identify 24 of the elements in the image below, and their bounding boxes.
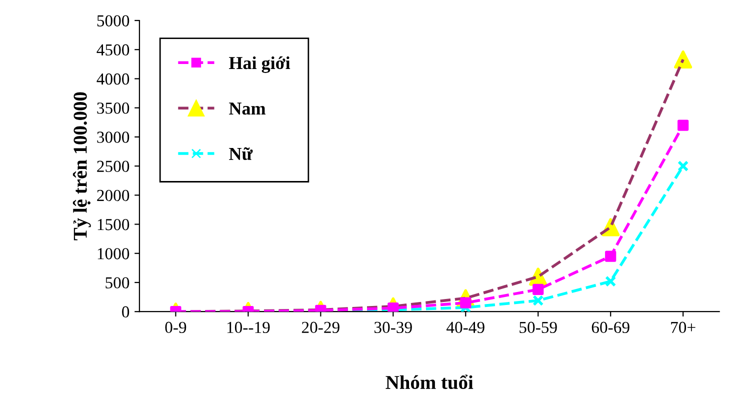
y-tick-label: 3000	[97, 132, 130, 143]
y-tick-label: 3500	[97, 102, 130, 114]
y-tick-label: 500	[106, 277, 130, 288]
y-tick-label: 4500	[96, 44, 130, 56]
x-tick-label: 30-39	[374, 322, 412, 334]
y-tick-label: 1000	[98, 248, 130, 260]
y-tick-label: 2500	[97, 160, 130, 172]
legend-label: Nam	[229, 102, 266, 115]
x-tick-label: 70+	[671, 322, 696, 334]
y-tick-label: 0	[122, 306, 130, 318]
legend-label: Hai giới	[229, 56, 290, 73]
y-tick-label: 1500	[98, 218, 130, 230]
y-tick-label: 4000	[96, 73, 130, 85]
y-tick-label: 2000	[97, 190, 130, 202]
x-tick-label: 20-29	[302, 322, 340, 334]
y-tick-label: 5000	[97, 15, 130, 26]
x-tick-label: 10--19	[227, 322, 270, 334]
x-tick-label: 60-69	[592, 322, 630, 334]
x-axis-title: Nhóm tuổi	[386, 374, 474, 390]
y-axis-title: Tỷ lệ trên 100.000	[72, 92, 91, 240]
legend-label: Nữ	[229, 147, 253, 160]
x-tick-label: 50-59	[520, 322, 557, 334]
x-tick-label: 0-9	[165, 322, 186, 334]
x-tick-label: 40-49	[446, 322, 484, 334]
